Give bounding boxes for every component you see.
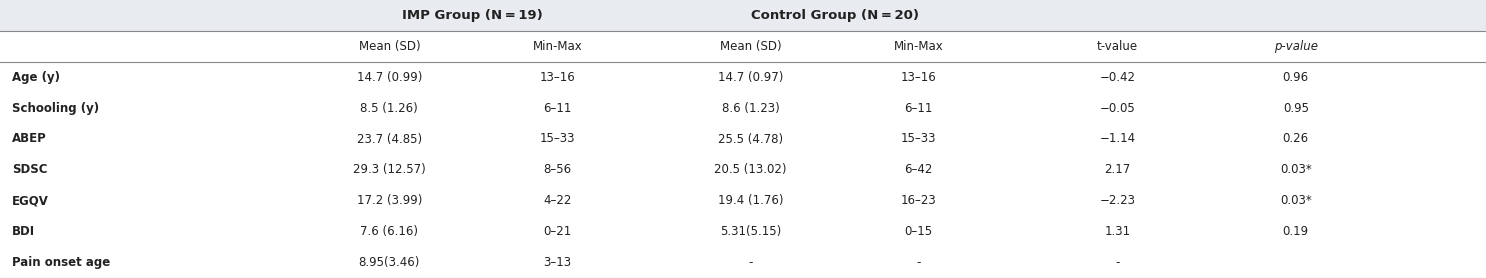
Text: 6–11: 6–11 [903,102,933,115]
Text: 23.7 (4.85): 23.7 (4.85) [357,133,422,145]
Text: Mean (SD): Mean (SD) [719,40,782,53]
Text: 15–33: 15–33 [901,133,936,145]
Text: IMP Group (N = 19): IMP Group (N = 19) [403,9,542,22]
Text: -: - [749,256,752,269]
Text: 8.5 (1.26): 8.5 (1.26) [361,102,418,115]
Text: EGQV: EGQV [12,194,49,207]
Text: -: - [1116,256,1119,269]
Text: 17.2 (3.99): 17.2 (3.99) [357,194,422,207]
Text: 8.6 (1.23): 8.6 (1.23) [722,102,779,115]
Text: Age (y): Age (y) [12,71,59,84]
Text: −1.14: −1.14 [1100,133,1135,145]
Text: 0.03*: 0.03* [1279,163,1312,176]
Text: −0.05: −0.05 [1100,102,1135,115]
Bar [0,0,1486,31]
Text: 13–16: 13–16 [901,71,936,84]
Text: Schooling (y): Schooling (y) [12,102,100,115]
Text: 7.6 (6.16): 7.6 (6.16) [360,225,419,238]
Text: 20.5 (13.02): 20.5 (13.02) [715,163,786,176]
Text: Control Group (N = 20): Control Group (N = 20) [750,9,920,22]
Text: Min-Max: Min-Max [532,40,583,53]
Text: −2.23: −2.23 [1100,194,1135,207]
Text: 19.4 (1.76): 19.4 (1.76) [718,194,783,207]
Text: 0.26: 0.26 [1282,133,1309,145]
Text: -: - [917,256,920,269]
Text: 15–33: 15–33 [539,133,575,145]
Text: SDSC: SDSC [12,163,48,176]
Text: BDI: BDI [12,225,36,238]
Text: Pain onset age: Pain onset age [12,256,110,269]
Text: 0.95: 0.95 [1282,102,1309,115]
Text: 5.31(5.15): 5.31(5.15) [719,225,782,238]
Text: 13–16: 13–16 [539,71,575,84]
Text: 0.96: 0.96 [1282,71,1309,84]
Text: 4–22: 4–22 [542,194,572,207]
Text: 29.3 (12.57): 29.3 (12.57) [354,163,425,176]
Text: Min-Max: Min-Max [893,40,944,53]
Text: 1.31: 1.31 [1104,225,1131,238]
Text: 14.7 (0.97): 14.7 (0.97) [718,71,783,84]
Text: 0–21: 0–21 [542,225,572,238]
Text: t-value: t-value [1097,40,1138,53]
Text: 6–11: 6–11 [542,102,572,115]
Text: −0.42: −0.42 [1100,71,1135,84]
Text: Mean (SD): Mean (SD) [358,40,421,53]
Text: ABEP: ABEP [12,133,46,145]
Text: 0.19: 0.19 [1282,225,1309,238]
Text: 8–56: 8–56 [544,163,571,176]
Text: 8.95(3.46): 8.95(3.46) [358,256,421,269]
Text: 0–15: 0–15 [905,225,932,238]
Text: 0.03*: 0.03* [1279,194,1312,207]
Text: p-value: p-value [1274,40,1318,53]
Text: 14.7 (0.99): 14.7 (0.99) [357,71,422,84]
Text: 16–23: 16–23 [901,194,936,207]
Text: 25.5 (4.78): 25.5 (4.78) [718,133,783,145]
Text: 2.17: 2.17 [1104,163,1131,176]
Text: 6–42: 6–42 [903,163,933,176]
Text: 3–13: 3–13 [544,256,571,269]
